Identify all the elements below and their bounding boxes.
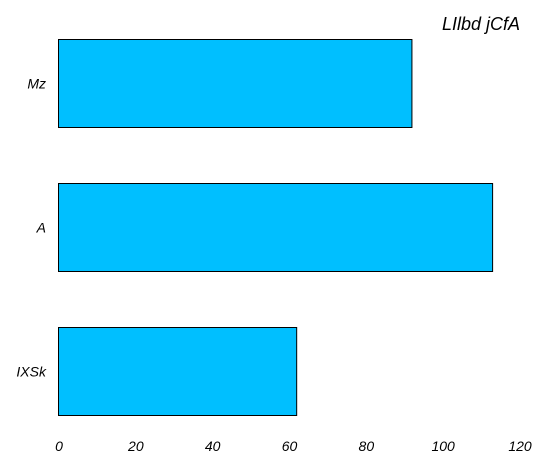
chart-title: LIlbd jCfA — [442, 14, 520, 34]
x-tick-label-100: 100 — [431, 438, 455, 454]
category-label-a: A — [36, 220, 46, 236]
category-label-ixsk: IXSk — [16, 364, 47, 380]
x-tick-label-60: 60 — [282, 438, 298, 454]
x-tick-label-80: 80 — [359, 438, 375, 454]
bar-a — [58, 183, 494, 272]
bars-layer — [58, 39, 494, 416]
x-tick-label-0: 0 — [55, 438, 63, 454]
bar-mz — [58, 39, 413, 128]
bar-ixsk — [58, 327, 298, 416]
category-label-mz: Mz — [27, 76, 46, 92]
x-tick-label-40: 40 — [205, 438, 221, 454]
x-tick-labels-layer: 0 20 40 60 80 100 120 — [55, 438, 532, 454]
x-tick-label-20: 20 — [127, 438, 144, 454]
category-labels-layer: Mz A IXSk — [16, 76, 47, 380]
x-tick-label-120: 120 — [508, 438, 532, 454]
